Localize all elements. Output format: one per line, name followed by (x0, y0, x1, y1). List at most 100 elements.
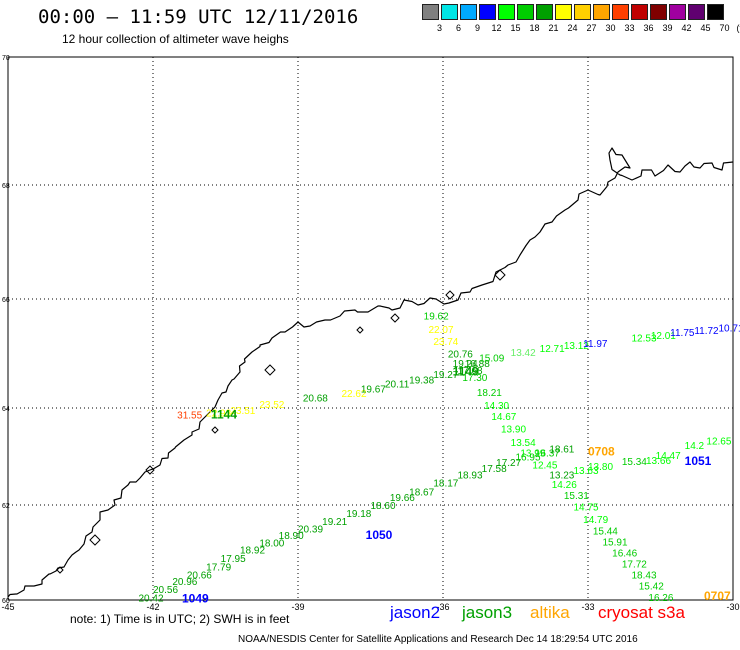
swh-value: 13.12 (564, 341, 589, 352)
color-swatch (707, 4, 724, 20)
swh-value: 19.62 (424, 312, 449, 323)
swh-value: 18.43 (632, 571, 657, 582)
swh-value: 22.93 (206, 409, 231, 420)
swh-value: 16.95 (516, 452, 541, 463)
swh-value: 12.71 (540, 344, 565, 355)
coastline-path (7, 147, 734, 598)
swh-value: 19.66 (390, 493, 415, 504)
color-swatch-label: 3 (436, 23, 442, 33)
color-swatch (479, 4, 496, 20)
axis-ticks: -45 -42 -39 -36 -33 -30 60 62 64 66 68 70 (1, 55, 739, 612)
swh-value: 20.11 (385, 379, 410, 390)
swh-value: 12.45 (532, 461, 557, 472)
swh-value: 20.66 (187, 571, 212, 582)
color-swatch-label: 45 (700, 23, 711, 33)
color-swatch-label: 21 (548, 23, 559, 33)
pass-labels: 1149 1144 0708 1051 1050 1049 0707 (182, 364, 731, 605)
color-swatch-label: 18 (529, 23, 540, 33)
island-outline (56, 566, 64, 574)
color-swatch (688, 4, 705, 20)
island-outline (89, 534, 101, 546)
lat-tick-label: 62 (2, 503, 10, 510)
map-frame (7, 56, 734, 601)
lat-tick-label: 66 (2, 297, 10, 304)
swh-value: 18.61 (549, 445, 574, 456)
legend-altika: altika (530, 603, 570, 622)
color-swatch-label: 6 (455, 23, 461, 33)
legend-jason2: jason2 (390, 603, 441, 622)
color-swatch (536, 4, 553, 20)
color-swatch (498, 4, 515, 20)
swh-value: 15.09 (479, 354, 504, 365)
island-outline (211, 426, 219, 434)
swh-value: 19.38 (409, 375, 434, 386)
swh-value: 14.2 (685, 441, 705, 452)
swh-value: 18.21 (477, 388, 502, 399)
swh-value: 11.72 (694, 326, 719, 337)
lon-tick-label: -39 (291, 602, 304, 612)
island-outline (494, 269, 506, 281)
swh-value: 14.67 (491, 412, 516, 423)
color-swatch-label: 39 (662, 23, 673, 33)
swh-value: 23.74 (433, 337, 458, 348)
swh-value: 13.63 (574, 466, 599, 477)
footnote: note: 1) Time is in UTC; 2) SWH is in fe… (70, 612, 290, 626)
color-swatch-label: 33 (624, 23, 635, 33)
swh-value: 13.99 (520, 449, 545, 460)
swh-value: 19.24 (453, 359, 478, 370)
swh-value: 13.42 (511, 348, 536, 359)
swh-value: 14.79 (583, 515, 608, 526)
swh-value: 23.51 (230, 406, 255, 417)
swh-value: 18.93 (458, 470, 483, 481)
color-swatch (460, 4, 477, 20)
color-swatch (612, 4, 629, 20)
swh-value: 17.95 (221, 554, 246, 565)
swh-value: 16.46 (612, 548, 637, 559)
color-swatch (517, 4, 534, 20)
swh-value: 20.56 (153, 585, 178, 596)
swh-value: 20.42 (139, 593, 164, 604)
swh-value: 18.67 (409, 487, 434, 498)
swh-value: 12.65 (706, 436, 731, 447)
pass-id-label: 0708 (588, 445, 615, 459)
swh-value: 14.47 (656, 451, 681, 462)
swh-value: 31.55 (177, 411, 202, 422)
swh-value: 10.71 (719, 324, 740, 335)
swh-value: 15.42 (639, 582, 664, 593)
swh-value: 23.52 (259, 400, 284, 411)
swh-value: 11.97 (583, 339, 608, 350)
swh-value: 12.01 (651, 331, 676, 342)
color-swatch-label: 30 (605, 23, 616, 33)
swh-value: 16.88 (465, 359, 490, 370)
greenland-coastline (7, 147, 734, 598)
swh-value: 15.91 (603, 537, 628, 548)
swh-value: 19.21 (322, 517, 347, 528)
pass-id-label: 1050 (366, 528, 393, 542)
color-swatch (593, 4, 610, 20)
swh-value: 14.30 (484, 401, 509, 412)
color-swatch-label: 24 (567, 23, 578, 33)
swh-value: 20.68 (303, 393, 328, 404)
map-title: 00:00 – 11:59 UTC 12/11/2016 (38, 6, 359, 28)
color-swatch (441, 4, 458, 20)
swh-value: 17.27 (496, 458, 521, 469)
swh-value: 13.66 (646, 456, 671, 467)
swh-value: 22.62 (342, 389, 367, 400)
swh-value: 22.07 (429, 325, 454, 336)
swh-value: 13.80 (588, 462, 613, 473)
swh-value: 13.23 (549, 470, 574, 481)
credit-line: NOAA/NESDIS Center for Satellite Applica… (238, 634, 638, 645)
swh-value: 17.68 (458, 366, 483, 377)
swh-value: 18.90 (279, 531, 304, 542)
color-swatch (422, 4, 439, 20)
lon-tick-label: -42 (146, 602, 159, 612)
color-swatch (574, 4, 591, 20)
swh-value: 17.30 (462, 373, 487, 384)
pass-id-label: 1049 (182, 591, 209, 605)
swh-value: 16.26 (648, 593, 673, 604)
color-swatch-label: 42 (681, 23, 692, 33)
color-swatch (555, 4, 572, 20)
lat-tick-label: 64 (2, 406, 10, 413)
